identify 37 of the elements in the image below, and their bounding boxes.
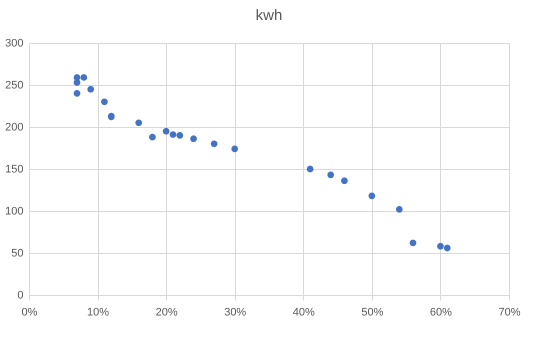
point — [396, 206, 403, 213]
y-tick-label: 100 — [5, 206, 24, 218]
x-tick-label: 50% — [361, 306, 384, 318]
x-tick-label: 40% — [292, 306, 316, 318]
point — [190, 135, 197, 142]
point — [437, 242, 444, 250]
point — [74, 90, 80, 97]
x-tick-label: 30% — [224, 306, 246, 318]
y-tick-label: 250 — [5, 80, 24, 92]
point — [231, 145, 238, 152]
y-tick-label: 200 — [5, 122, 24, 134]
chart-title: kwh — [256, 7, 282, 24]
point — [101, 98, 108, 106]
y-tick-label: 50 — [11, 248, 24, 260]
point — [410, 240, 416, 246]
point — [444, 244, 451, 252]
y-tick-label: 150 — [5, 164, 24, 176]
point — [176, 132, 184, 139]
x-tick-label: 70% — [498, 306, 521, 318]
y-tick-label: 0 — [17, 290, 24, 302]
x-tick-label: 10% — [87, 306, 110, 318]
x-tick-label: 0% — [22, 306, 38, 318]
point — [80, 74, 88, 81]
point — [149, 134, 156, 140]
x-tick-label: 60% — [430, 306, 452, 318]
point — [327, 172, 334, 178]
x-tick-label: 20% — [156, 306, 178, 318]
point — [162, 128, 170, 135]
y-tick-label: 300 — [5, 38, 24, 50]
point — [170, 131, 176, 138]
point — [74, 79, 80, 86]
point — [87, 86, 94, 93]
point — [135, 119, 142, 126]
point — [306, 166, 314, 172]
point — [341, 177, 348, 184]
point — [368, 192, 376, 200]
point — [210, 140, 218, 148]
